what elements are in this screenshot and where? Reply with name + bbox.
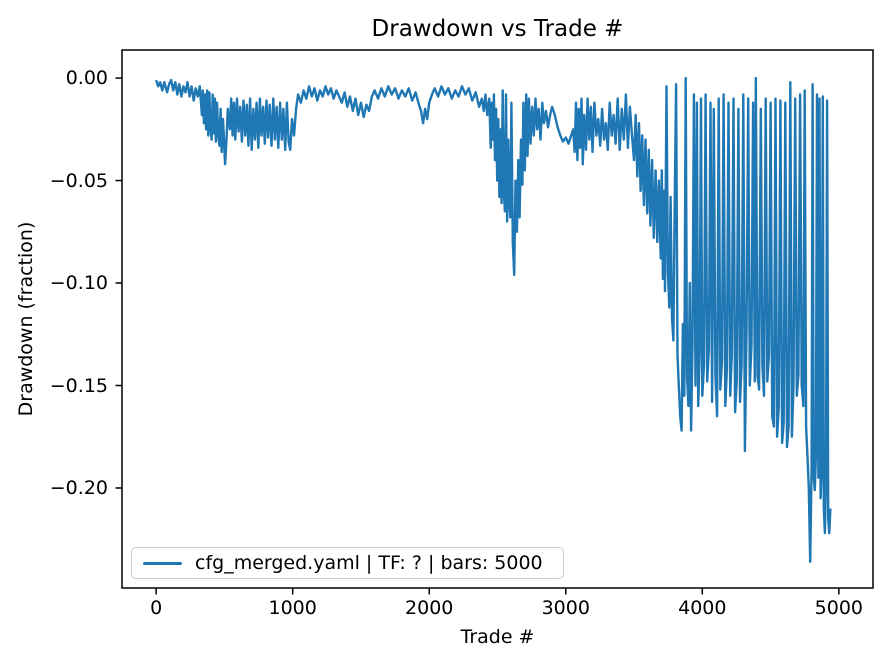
y-tick-label: −0.20 [49,476,108,499]
legend-box: cfg_merged.yaml | TF: ? | bars: 5000 [131,547,564,579]
y-tick-label: 0.00 [65,67,108,90]
axes-frame [121,49,874,589]
x-tick-label: 5000 [814,597,864,619]
x-tick-label: 2000 [405,597,454,619]
legend-line-sample [143,561,182,565]
x-tick-label: 1000 [268,597,317,619]
legend-entry-label: cfg_merged.yaml | TF: ? | bars: 5000 [195,552,543,574]
x-axis-label: Trade # [460,626,535,648]
drawdown-series-line [154,76,832,563]
y-tick-label: −0.10 [49,272,108,295]
y-tick-label: −0.15 [49,374,108,397]
x-tick-label: 3000 [541,597,590,619]
y-tick-label: −0.05 [49,169,108,192]
x-tick-label: 4000 [678,597,727,619]
chart-title: Drawdown vs Trade # [371,16,624,42]
x-tick-label: 0 [150,597,163,619]
tick-marks [115,77,840,595]
